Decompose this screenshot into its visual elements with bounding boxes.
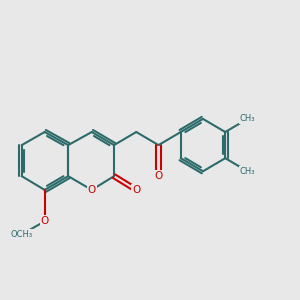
Text: O: O: [88, 185, 96, 195]
Text: OCH₃: OCH₃: [11, 230, 33, 239]
Text: CH₃: CH₃: [240, 114, 255, 123]
Text: O: O: [132, 185, 140, 195]
Text: CH₃: CH₃: [240, 167, 255, 176]
Text: O: O: [40, 216, 49, 226]
Text: O: O: [154, 171, 163, 181]
